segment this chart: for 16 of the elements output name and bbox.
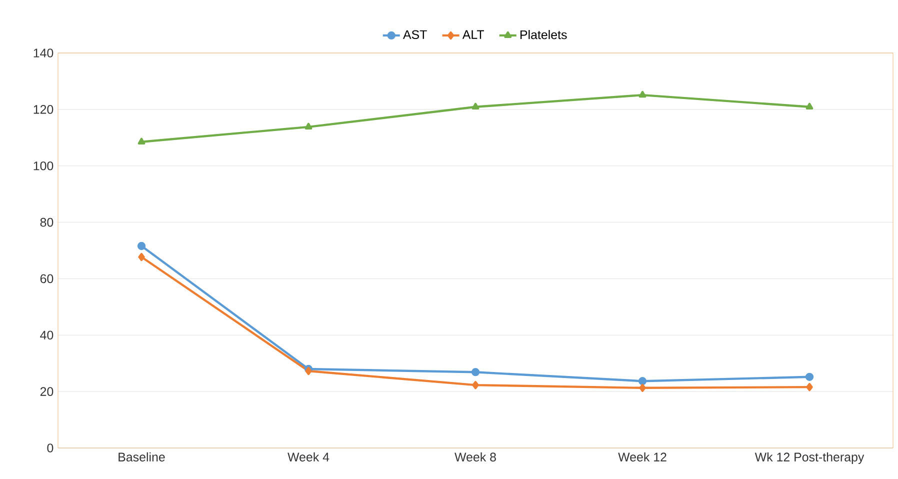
legend-label: Platelets	[520, 30, 567, 40]
legend-label: ALT	[462, 30, 484, 39]
legend-label: AST	[403, 30, 427, 39]
y-tick-label: 20	[40, 387, 54, 396]
y-tick-label: 100	[34, 161, 54, 170]
y-tick-label: 140	[34, 48, 54, 58]
x-tick-label: Wk 12 Post-therapy	[754, 452, 864, 464]
x-tick-label: Week 4	[288, 452, 330, 462]
y-tick-label: 40	[40, 330, 54, 340]
x-tick-label: Week 8	[454, 452, 496, 462]
x-tick-label: Week 12	[618, 452, 666, 462]
y-tick-label: 120	[34, 105, 54, 114]
y-tick-label: 80	[40, 218, 54, 227]
y-tick-label: 0	[47, 444, 54, 452]
x-tick-label: Baseline	[118, 452, 165, 462]
y-tick-label: 60	[40, 274, 54, 284]
